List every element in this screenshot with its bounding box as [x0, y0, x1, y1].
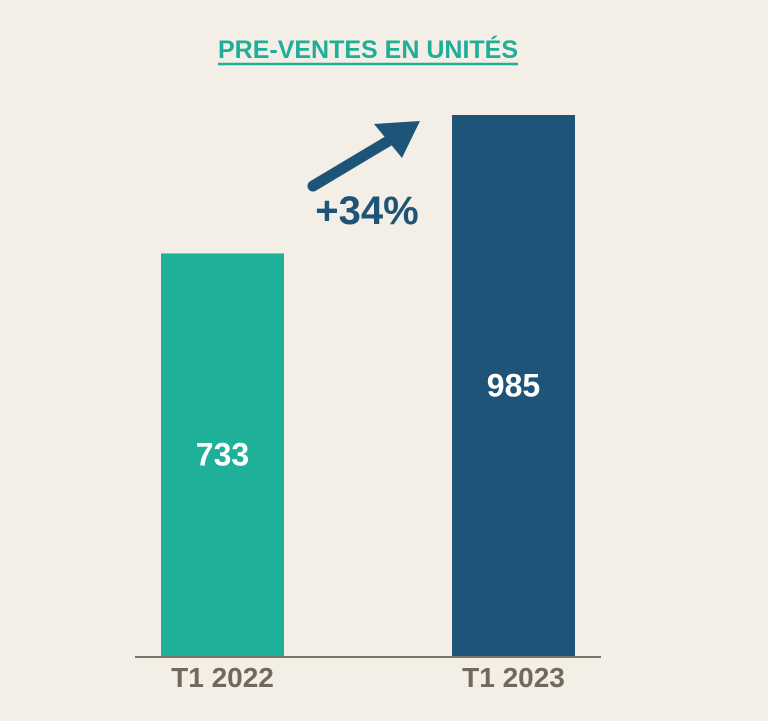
- bar-value-label: 985: [487, 368, 540, 404]
- bar-value-label: 733: [196, 437, 249, 473]
- growth-annotation: +34%: [307, 121, 420, 233]
- bar-t1-2022: [161, 253, 284, 656]
- x-tick-label: T1 2022: [171, 662, 274, 693]
- chart-title: PRE-VENTES EN UNITÉS: [218, 35, 518, 64]
- x-tick-label: T1 2023: [462, 662, 565, 693]
- growth-percentage-label: +34%: [315, 189, 418, 233]
- bars-group: 733 T1 2022 985 T1 2023: [161, 115, 575, 693]
- arrow-up-right-icon: [307, 121, 420, 192]
- bar-t1-2023: [452, 115, 575, 656]
- chart-title-group: PRE-VENTES EN UNITÉS: [218, 35, 518, 66]
